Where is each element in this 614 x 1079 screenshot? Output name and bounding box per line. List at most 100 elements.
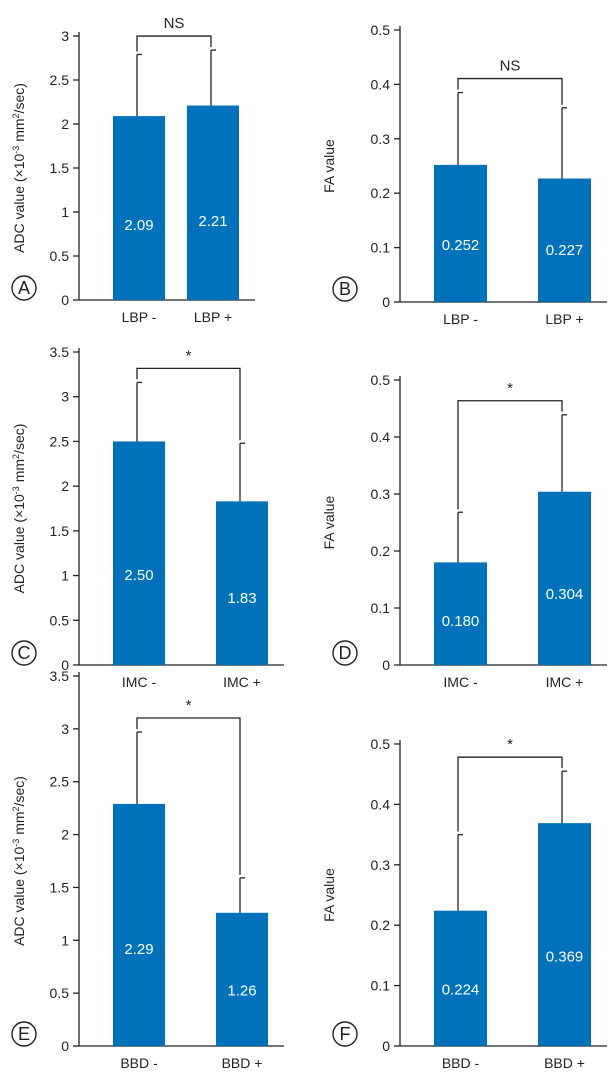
panel-label: F (340, 1024, 351, 1044)
y-tick-label: 3 (61, 389, 69, 405)
y-axis-label-unit-end: /sec) (11, 776, 27, 806)
significance-marker: NS (500, 58, 521, 75)
y-tick-label: 2 (61, 478, 69, 494)
y-tick-label: 0.5 (50, 985, 70, 1001)
y-tick-label: 0.4 (371, 796, 391, 812)
y-tick-label: 0.5 (371, 372, 391, 388)
x-category-label: BBD - (120, 1055, 158, 1071)
x-category-label: LBP + (545, 311, 583, 327)
y-tick-label: 0.4 (371, 76, 391, 92)
bar-data-label: 0.227 (546, 242, 584, 259)
y-tick-label: 0.3 (371, 486, 391, 502)
y-tick-label: 3 (61, 28, 69, 44)
y-tick-label: 3 (61, 721, 69, 737)
y-tick-label: 0.1 (371, 600, 391, 616)
x-category-label: IMC + (546, 674, 584, 690)
bar-data-label: 0.369 (546, 948, 584, 965)
x-category-label: LBP - (443, 311, 478, 327)
x-category-label: IMC - (443, 674, 478, 690)
panel-label-circle (11, 1021, 37, 1047)
y-tick-label: 0.2 (371, 917, 391, 933)
y-axis-label: FA value (321, 495, 337, 549)
bar-data-label: 0.252 (442, 237, 480, 254)
significance-marker: * (186, 697, 192, 714)
y-tick-label: 0 (382, 1038, 390, 1054)
y-tick-label: 2.5 (50, 774, 70, 790)
panel-label-circle (332, 276, 358, 302)
bar-1 (113, 803, 165, 1046)
y-axis-label: FA value (321, 139, 337, 193)
y-axis-label-unit: mm (11, 459, 27, 486)
y-tick-label: 1.5 (50, 160, 70, 176)
panel-label-circle (11, 640, 37, 666)
y-axis-label-superscript: -3 (11, 486, 21, 494)
y-tick-label: 0 (61, 657, 69, 673)
y-tick-label: 1 (61, 204, 69, 220)
x-category-label: LBP + (194, 309, 232, 325)
y-tick-label: 0.3 (371, 131, 391, 147)
significance-marker: * (507, 736, 513, 753)
bar-2 (216, 912, 268, 1046)
significance-bracket (136, 717, 241, 875)
bar-1 (434, 164, 487, 302)
y-tick-label: 0.3 (371, 857, 391, 873)
significance-marker: * (186, 347, 192, 364)
y-tick-label: 2 (61, 116, 69, 132)
y-tick-label: 0.1 (371, 240, 391, 256)
bar-2 (187, 105, 239, 301)
x-category-label: BBD - (442, 1055, 480, 1071)
y-axis-label: FA value (321, 868, 337, 922)
panel-label-circle (332, 1021, 358, 1047)
chart-panel-b: 0 0.1 0.2 0.3 0.4 0.5 FA value 0.252 LBP - 0.227 L… (321, 22, 607, 327)
bar-data-label: 0.180 (442, 613, 480, 630)
panel-label: A (18, 278, 30, 298)
y-tick-label: 0 (382, 294, 390, 310)
y-tick-label: 0.5 (371, 736, 391, 752)
bar-1 (113, 441, 165, 665)
y-axis-label: ADC value (×10-3 mm2/sec) (11, 83, 27, 253)
y-tick-label: 2 (61, 827, 69, 843)
y-axis-label-unit-end: /sec) (11, 424, 27, 454)
y-tick-label: 0.5 (50, 248, 70, 264)
bar-data-label: 0.304 (546, 586, 584, 603)
bar-1 (434, 910, 487, 1046)
x-category-label: IMC - (122, 674, 157, 690)
significance-bracket (136, 35, 212, 52)
significance-marker: NS (164, 15, 185, 32)
y-axis-label-unit-end: /sec) (11, 83, 27, 113)
bar-1 (113, 116, 165, 300)
y-tick-label: 0.5 (371, 22, 391, 38)
panel-label: C (18, 643, 31, 663)
x-category-label: BBD + (222, 1055, 263, 1071)
y-tick-label: 1 (61, 932, 69, 948)
y-axis-label: ADC value (×10-3 mm2/sec) (11, 424, 27, 594)
panel-label-circle (11, 275, 37, 301)
y-tick-label: 0.4 (371, 429, 391, 445)
significance-bracket (457, 400, 563, 510)
y-tick-label: 0 (61, 1038, 69, 1054)
bar-2 (216, 501, 268, 665)
y-tick-label: 2.5 (50, 433, 70, 449)
bar-data-label: 1.26 (227, 982, 256, 999)
y-tick-label: 3.5 (50, 668, 70, 684)
bar-2 (538, 823, 591, 1046)
y-tick-label: 3.5 (50, 344, 70, 360)
bar-data-label: 2.29 (124, 941, 153, 958)
panel-label: E (18, 1024, 30, 1044)
y-axis-label-unit: mm (11, 118, 27, 145)
panel-label: B (339, 279, 351, 299)
y-tick-label: 0 (61, 292, 69, 308)
bar-data-label: 1.83 (227, 590, 256, 607)
y-axis-label-superscript: 2 (11, 454, 21, 459)
y-axis-label-superscript: -3 (11, 839, 21, 847)
chart-panel-a: 0 0.5 1 1.5 2 2.5 3 ADC value (×10-3 mm2/sec) 2.… (11, 15, 255, 325)
significance-bracket (457, 756, 563, 832)
y-axis-label-superscript: 2 (11, 806, 21, 811)
bar-1 (434, 562, 487, 665)
x-category-label: LBP - (122, 309, 157, 325)
y-axis-label: ADC value (×10-3 mm2/sec) (11, 776, 27, 946)
y-tick-label: 0.5 (50, 612, 70, 628)
chart-panel-e: 0 0.5 1 1.5 2 2.5 3 3.5 ADC value (×10-3 mm2/sec… (11, 668, 284, 1071)
y-tick-label: 0.1 (371, 978, 391, 994)
